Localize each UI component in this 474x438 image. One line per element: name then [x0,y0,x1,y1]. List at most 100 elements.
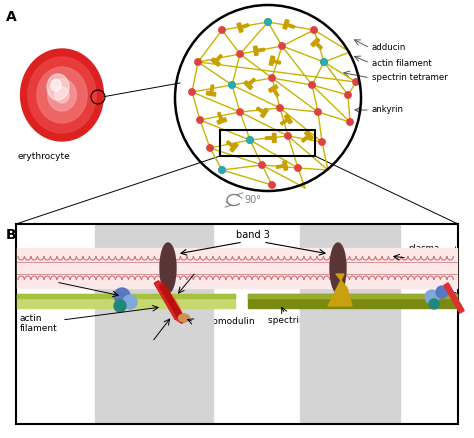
Text: A: A [6,10,17,24]
Bar [217,118,227,124]
Bar [249,78,255,85]
Circle shape [114,288,130,304]
Bar [281,119,288,125]
Circle shape [309,82,315,88]
Bar [257,48,264,52]
Ellipse shape [330,243,346,293]
Text: 90°: 90° [244,195,261,205]
Circle shape [219,27,225,33]
Text: band 3: band 3 [236,230,270,240]
Text: B: B [6,228,17,242]
Ellipse shape [47,74,69,100]
Circle shape [277,105,283,111]
Bar [17,294,235,298]
Bar [227,141,234,147]
Text: plasma
membrane: plasma membrane [408,244,455,263]
Bar [218,112,222,120]
Circle shape [319,139,325,145]
Text: protein 4.1: protein 4.1 [192,257,241,266]
Circle shape [195,59,201,65]
Bar [216,54,222,61]
Ellipse shape [20,49,103,141]
Text: out: out [443,246,458,255]
Circle shape [353,79,359,85]
Ellipse shape [47,79,76,111]
Circle shape [295,165,301,171]
Circle shape [425,290,439,304]
Text: in: in [450,290,458,299]
Bar [283,161,288,170]
Circle shape [207,145,213,151]
Circle shape [265,19,271,25]
Bar [244,81,253,90]
Bar [220,130,315,156]
Bar [160,284,186,323]
Bar [248,294,457,298]
Ellipse shape [37,67,87,123]
Bar [155,281,180,320]
Bar [248,294,457,308]
Circle shape [321,59,327,65]
Bar [260,108,268,118]
Bar [254,46,258,56]
Text: protein 4.1
complex: protein 4.1 complex [124,400,184,422]
Polygon shape [328,274,352,306]
Bar [16,224,458,424]
Text: spectrin tetramer: spectrin tetramer [372,74,448,82]
Bar [158,283,183,322]
Circle shape [229,82,235,88]
Bar [300,225,400,423]
Circle shape [321,59,327,65]
Bar [287,24,295,28]
Ellipse shape [164,290,184,322]
Circle shape [315,109,321,115]
Text: actin
filament: actin filament [20,314,58,333]
Text: actin filament: actin filament [372,59,432,67]
Circle shape [247,137,253,143]
Text: tropomyosin: tropomyosin [130,338,186,347]
Bar [269,56,275,66]
Circle shape [285,133,291,139]
Bar [301,136,309,142]
Bar [311,38,319,47]
Bar [283,20,289,29]
Circle shape [429,299,439,309]
Bar [284,114,292,124]
Circle shape [247,137,253,143]
Circle shape [229,82,235,88]
Circle shape [269,182,275,188]
Circle shape [114,300,126,312]
Text: adducin: adducin [20,267,56,276]
Ellipse shape [51,79,61,91]
Bar [206,91,216,96]
Text: spectrin tetramer: spectrin tetramer [268,316,348,325]
Bar [444,283,464,313]
Text: erythrocyte: erythrocyte [18,152,71,161]
Bar [241,24,249,28]
Ellipse shape [55,87,69,103]
Circle shape [197,117,203,123]
Circle shape [219,167,225,173]
Bar [211,58,220,66]
Bar [256,107,264,113]
Circle shape [311,27,317,33]
Bar [265,137,273,139]
Circle shape [189,89,195,95]
Ellipse shape [160,243,176,293]
Circle shape [237,51,243,57]
Circle shape [436,286,448,298]
Bar [230,143,238,152]
Text: ankyrin: ankyrin [372,106,404,114]
Circle shape [265,19,271,25]
Bar [156,282,182,321]
Circle shape [269,75,275,81]
Text: ←ankyrin: ←ankyrin [360,272,401,280]
Bar [268,85,278,92]
Bar [210,85,214,92]
Circle shape [347,119,353,125]
Bar [95,225,213,423]
Bar [316,42,322,49]
Bar [17,248,457,288]
Bar [17,294,235,308]
Bar [273,60,281,64]
